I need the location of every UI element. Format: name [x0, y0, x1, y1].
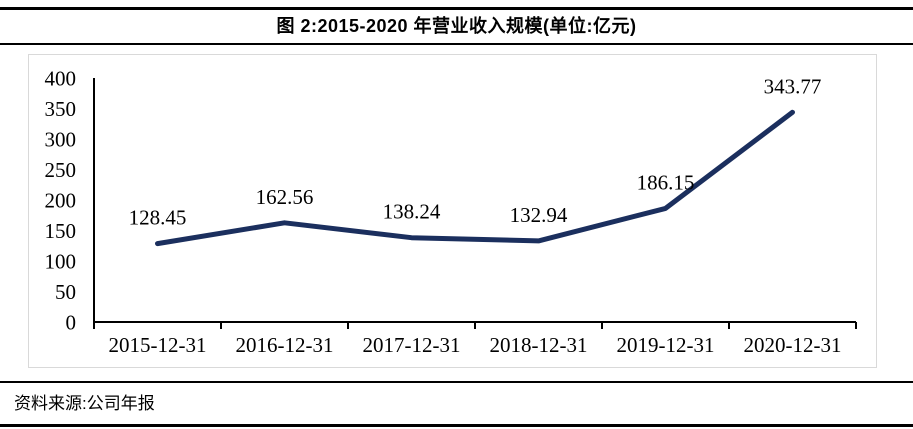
data-point-label: 343.77	[764, 74, 822, 98]
x-tick-label: 2016-12-31	[236, 333, 334, 357]
footer-top-rule	[0, 381, 913, 383]
title-bottom-rule	[0, 43, 913, 45]
x-tick-label: 2020-12-31	[744, 333, 842, 357]
y-tick-label: 350	[45, 97, 77, 121]
chart-frame: 0 50 100 150 200 250 300 350 400 2015-12-31 2016-1…	[28, 54, 877, 368]
data-source-note: 资料来源:公司年报	[14, 394, 155, 413]
y-tick-label: 400	[45, 66, 77, 90]
x-tick-label: 2017-12-31	[363, 333, 461, 357]
data-point-label: 128.45	[129, 206, 187, 230]
revenue-series-line	[155, 109, 795, 247]
y-tick-label: 250	[45, 158, 77, 182]
y-tick-label: 0	[66, 310, 77, 334]
x-tick-label: 2015-12-31	[109, 333, 207, 357]
data-point-label: 162.56	[256, 185, 314, 209]
top-rule	[0, 7, 913, 10]
x-tick-label: 2018-12-31	[490, 333, 588, 357]
x-tick-label: 2019-12-31	[617, 333, 715, 357]
data-point-label: 132.94	[510, 203, 568, 227]
y-tick-label: 50	[55, 280, 76, 304]
y-tick-label: 200	[45, 188, 77, 212]
revenue-line-chart: 0 50 100 150 200 250 300 350 400 2015-12-31 2016-1…	[45, 66, 857, 357]
y-tick-label: 150	[45, 219, 77, 243]
bottom-rule	[0, 424, 913, 427]
y-tick-label: 300	[45, 127, 77, 151]
data-point-label: 186.15	[637, 170, 695, 194]
figure-title: 图 2:2015-2020 年营业收入规模(单位:亿元)	[276, 16, 637, 36]
data-point-label: 138.24	[383, 200, 441, 224]
y-tick-label: 100	[45, 249, 77, 273]
